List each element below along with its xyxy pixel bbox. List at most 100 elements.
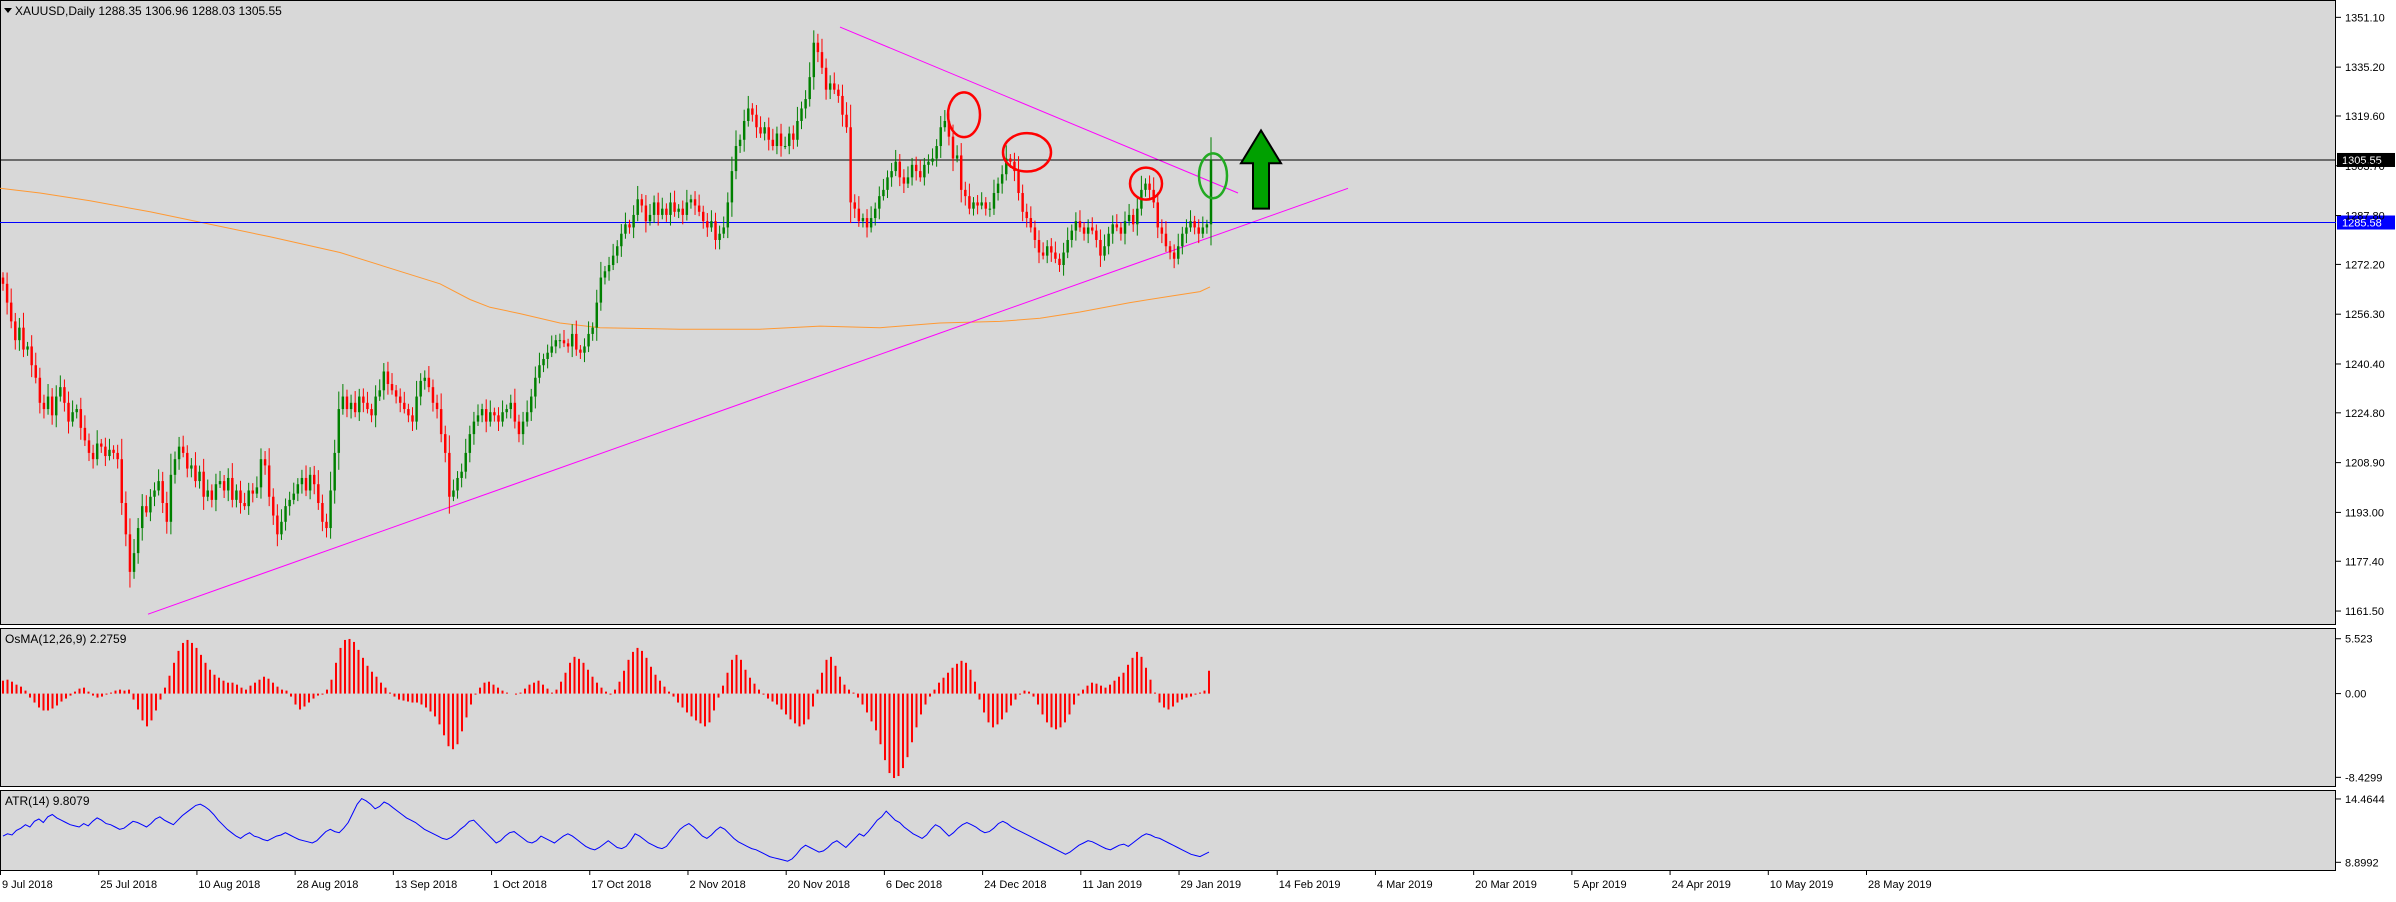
candle-body: [1074, 221, 1078, 231]
atr-panel-background: [0, 790, 2336, 871]
candle-body: [1050, 246, 1053, 253]
candle-body: [1082, 227, 1086, 234]
candle-body: [644, 205, 648, 222]
candle-body: [1148, 183, 1151, 190]
candle-body: [1013, 161, 1016, 172]
candle-body: [988, 208, 992, 210]
candle-body: [984, 202, 988, 209]
candle-body: [509, 402, 512, 410]
date-tick-label: 24 Apr 2019: [1672, 879, 1731, 891]
candle-body: [1197, 227, 1200, 234]
price-tick-label: 1193.00: [2345, 507, 2384, 519]
highlight-green-4[interactable]: [1197, 152, 1229, 200]
date-tick-label: 28 May 2019: [1868, 879, 1932, 891]
date-tick-label: 20 Mar 2019: [1475, 879, 1537, 891]
candle-body: [632, 214, 635, 228]
candle-body: [91, 452, 95, 460]
highlight-red-2[interactable]: [1001, 131, 1053, 173]
level-badge-bid: [2337, 152, 2395, 167]
candle-body: [116, 452, 119, 460]
candle-body: [583, 346, 586, 353]
candle-body: [145, 506, 148, 513]
date-tick-label: 4 Mar 2019: [1377, 879, 1433, 891]
candle-body: [190, 465, 193, 469]
date-tick-label: 11 Jan 2019: [1082, 879, 1142, 891]
candle-body: [546, 352, 549, 359]
candle-body: [656, 202, 660, 215]
candle-body: [374, 396, 377, 416]
candle-body: [931, 158, 934, 162]
candle-body: [820, 52, 824, 68]
price-tick-label: 1208.90: [2345, 458, 2385, 470]
highlight-red-3[interactable]: [1128, 166, 1164, 201]
collapse-triangle-icon[interactable]: [4, 8, 12, 13]
trendlines: [147, 26, 1349, 615]
candle-body: [321, 503, 324, 522]
candle-body: [1177, 246, 1180, 259]
candle-body: [1168, 246, 1172, 253]
candle-body: [693, 199, 697, 206]
price-tick-label: 1256.30: [2345, 309, 2385, 321]
candle-body: [169, 474, 173, 522]
highlight-red-1[interactable]: [946, 91, 982, 139]
candle-body: [1115, 224, 1119, 228]
candle-body: [869, 218, 873, 228]
candle-body: [1045, 246, 1049, 256]
candle-body: [435, 402, 439, 410]
date-tick-label: 24 Dec 2018: [984, 879, 1046, 891]
candle-body: [636, 199, 639, 215]
candle-body: [161, 481, 164, 504]
candle-body: [149, 496, 152, 513]
date-tick-label: 9 Jul 2018: [2, 879, 53, 891]
candle-body: [235, 490, 238, 500]
candle-body: [378, 390, 381, 397]
osma-tick-label: -8.4299: [2345, 772, 2382, 784]
candle-body: [624, 224, 627, 234]
candle-body: [349, 402, 353, 410]
trendline-1[interactable]: [147, 187, 1349, 615]
candle-body: [775, 133, 779, 147]
candle-body: [1160, 227, 1164, 234]
candle-body: [390, 384, 394, 391]
candle-body: [1078, 221, 1082, 228]
price-axis: 1351.10 1335.20 1319.60 1303.70 1287.80 1272.…: [2336, 12, 2385, 618]
candle-body: [259, 459, 263, 488]
candle-body: [288, 499, 291, 507]
candle-body: [579, 349, 582, 353]
candle-body: [718, 233, 721, 240]
candle-body: [689, 199, 693, 203]
candle-body: [71, 412, 74, 422]
candle-body: [83, 427, 87, 441]
candle-body: [1172, 252, 1176, 259]
candle-body: [1123, 221, 1127, 234]
candle-body: [218, 481, 222, 485]
candle-body: [767, 127, 770, 140]
candle-body: [1136, 208, 1139, 225]
candle-body: [595, 302, 598, 328]
candle-body: [177, 446, 181, 460]
candle-body: [296, 484, 300, 494]
atr-tick-label: 14.4644: [2345, 794, 2385, 806]
symbol-header: XAUUSD,Daily 1288.35 1306.96 1288.03 130…: [15, 4, 282, 18]
candle-body: [464, 452, 467, 472]
candle-body: [980, 202, 983, 206]
candle-body: [243, 503, 246, 507]
candle-body: [50, 396, 54, 416]
candle-body: [1099, 239, 1102, 256]
candle-body: [1054, 252, 1057, 259]
candle-body: [353, 402, 357, 413]
up-arrow-icon[interactable]: [1239, 128, 1283, 210]
candle-body: [517, 421, 521, 435]
candle-body: [1205, 224, 1209, 228]
candle-body: [1037, 239, 1041, 253]
candle-body: [362, 396, 365, 403]
candle-body: [906, 177, 910, 184]
candle-body: [828, 83, 832, 90]
candle-body: [1009, 158, 1012, 162]
candle-body: [677, 208, 680, 212]
candle-body: [1127, 214, 1131, 222]
trendline-2[interactable]: [839, 26, 1239, 194]
candle-body: [157, 481, 160, 491]
